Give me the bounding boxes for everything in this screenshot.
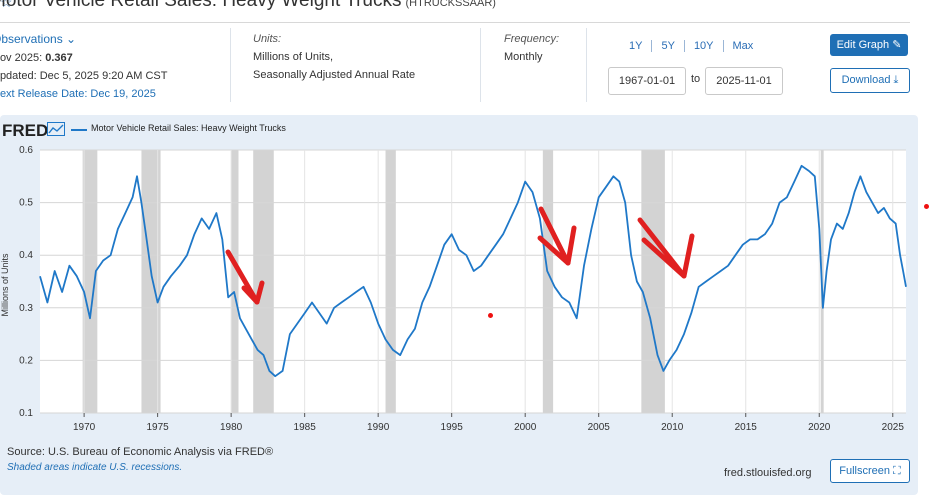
x-tick-label: 2005 <box>588 422 611 433</box>
annotation-dot <box>924 204 929 209</box>
x-tick-label: 2025 <box>882 422 905 433</box>
frequency-label: Frequency: <box>504 33 560 45</box>
latest-value: 0.367 <box>45 52 73 64</box>
y-tick-labels: 0.1 0.2 0.3 0.4 0.5 0.6 <box>19 145 33 419</box>
end-date-input[interactable]: 2025-11-01 <box>705 67 783 95</box>
x-tick-label: 2000 <box>514 422 537 433</box>
range-10y-button[interactable]: 10Y <box>683 40 723 52</box>
observations-block: Observations ⌄ Nov 2025: 0.367 Updated: … <box>0 30 168 103</box>
observations-dropdown[interactable]: Observations ⌄ <box>0 32 76 46</box>
x-tick-label: 2010 <box>661 422 684 433</box>
separator <box>480 28 481 102</box>
chevron-down-icon: ⌄ <box>66 32 77 46</box>
star-icon[interactable]: ☆ <box>0 0 13 10</box>
download-button[interactable]: Download ⤓ <box>830 68 910 93</box>
edit-graph-button[interactable]: Edit Graph ✎ <box>830 34 908 56</box>
range-5y-button[interactable]: 5Y <box>651 40 683 52</box>
start-date-input[interactable]: 1967-01-01 <box>608 67 686 95</box>
y-tick-label: 0.4 <box>19 250 33 261</box>
source-text: Source: U.S. Bureau of Economic Analysis… <box>7 446 274 458</box>
recession-band <box>641 150 665 413</box>
download-label: Download <box>841 74 891 86</box>
legend-swatch <box>71 129 87 131</box>
observations-label: Observations <box>0 32 63 46</box>
latest-period: Nov 2025: <box>0 52 43 64</box>
red-arrow-annotation <box>637 217 695 279</box>
fullscreen-button[interactable]: Fullscreen ⛶ <box>830 459 910 483</box>
download-icon: ⤓ <box>893 74 899 86</box>
range-buttons: 1Y 5Y 10Y Max <box>620 40 762 52</box>
frequency-block: Frequency: Monthly <box>504 30 559 66</box>
y-tick-label: 0.6 <box>19 145 33 156</box>
fred-url[interactable]: fred.stlouisfed.org <box>724 467 812 479</box>
y-axis-label: Millions of Units <box>0 253 10 317</box>
fullscreen-icon: ⛶ <box>893 465 901 477</box>
separator <box>230 28 231 102</box>
y-tick-label: 0.3 <box>19 303 33 314</box>
x-tick-label: 1980 <box>220 422 243 433</box>
range-max-button[interactable]: Max <box>722 40 763 52</box>
plot-area <box>40 150 906 413</box>
x-tick-label: 1975 <box>146 422 169 433</box>
x-tick-label: 1990 <box>367 422 390 433</box>
x-tick-label: 1970 <box>73 422 96 433</box>
recession-bands <box>40 150 906 413</box>
series-line <box>39 164 907 378</box>
next-release-link[interactable]: Next Release Date: Dec 19, 2025 <box>0 88 156 100</box>
x-tick-label: 1995 <box>441 422 464 433</box>
y-tick-label: 0.2 <box>19 355 33 366</box>
series-code: (HTRUCKSSAAR) <box>405 0 496 9</box>
updated-text: Updated: Dec 5, 2025 9:20 AM CST <box>0 70 168 82</box>
units-label: Units: <box>253 33 282 45</box>
recession-note: Shaded areas indicate U.S. recessions. <box>7 462 183 473</box>
annotation-dot <box>488 313 493 318</box>
title-bar: ☆ Motor Vehicle Retail Sales: Heavy Weig… <box>0 0 929 22</box>
recession-band <box>542 150 554 413</box>
recession-band <box>385 150 396 413</box>
recession-band <box>231 150 239 413</box>
separator <box>586 28 587 102</box>
to-label: to <box>691 73 701 85</box>
red-arrow-annotation <box>225 249 265 305</box>
red-arrow-annotation <box>537 206 577 266</box>
grid-lines <box>40 149 906 417</box>
fullscreen-label: Fullscreen <box>839 465 890 477</box>
units-line1: Millions of Units, <box>253 51 334 63</box>
y-tick-label: 0.5 <box>19 198 33 209</box>
range-1y-button[interactable]: 1Y <box>629 40 643 52</box>
recession-band <box>141 150 161 413</box>
chart-icon <box>47 122 65 136</box>
page-title: Motor Vehicle Retail Sales: Heavy Weight… <box>0 0 496 12</box>
y-tick-label: 0.1 <box>19 408 33 419</box>
edit-icon: ✎ <box>892 39 902 51</box>
edit-graph-label: Edit Graph <box>836 39 890 51</box>
fred-logo: FRED <box>2 121 49 140</box>
annotation-arrows <box>225 206 695 305</box>
units-line2: Seasonally Adjusted Annual Rate <box>253 69 416 81</box>
legend-label: Motor Vehicle Retail Sales: Heavy Weight… <box>91 123 286 133</box>
header-divider <box>0 22 910 23</box>
title-text: Motor Vehicle Retail Sales: Heavy Weight… <box>0 0 402 11</box>
units-block: Units: Millions of Units, Seasonally Adj… <box>253 30 415 84</box>
x-tick-label: 1985 <box>294 422 317 433</box>
x-tick-label: 2020 <box>808 422 831 433</box>
x-tick-labels: 1970 1975 1980 1985 1990 1995 2000 2005 2010 2015… <box>73 422 904 433</box>
frequency-value: Monthly <box>504 51 543 63</box>
x-tick-label: 2015 <box>735 422 758 433</box>
recession-band <box>82 150 98 413</box>
